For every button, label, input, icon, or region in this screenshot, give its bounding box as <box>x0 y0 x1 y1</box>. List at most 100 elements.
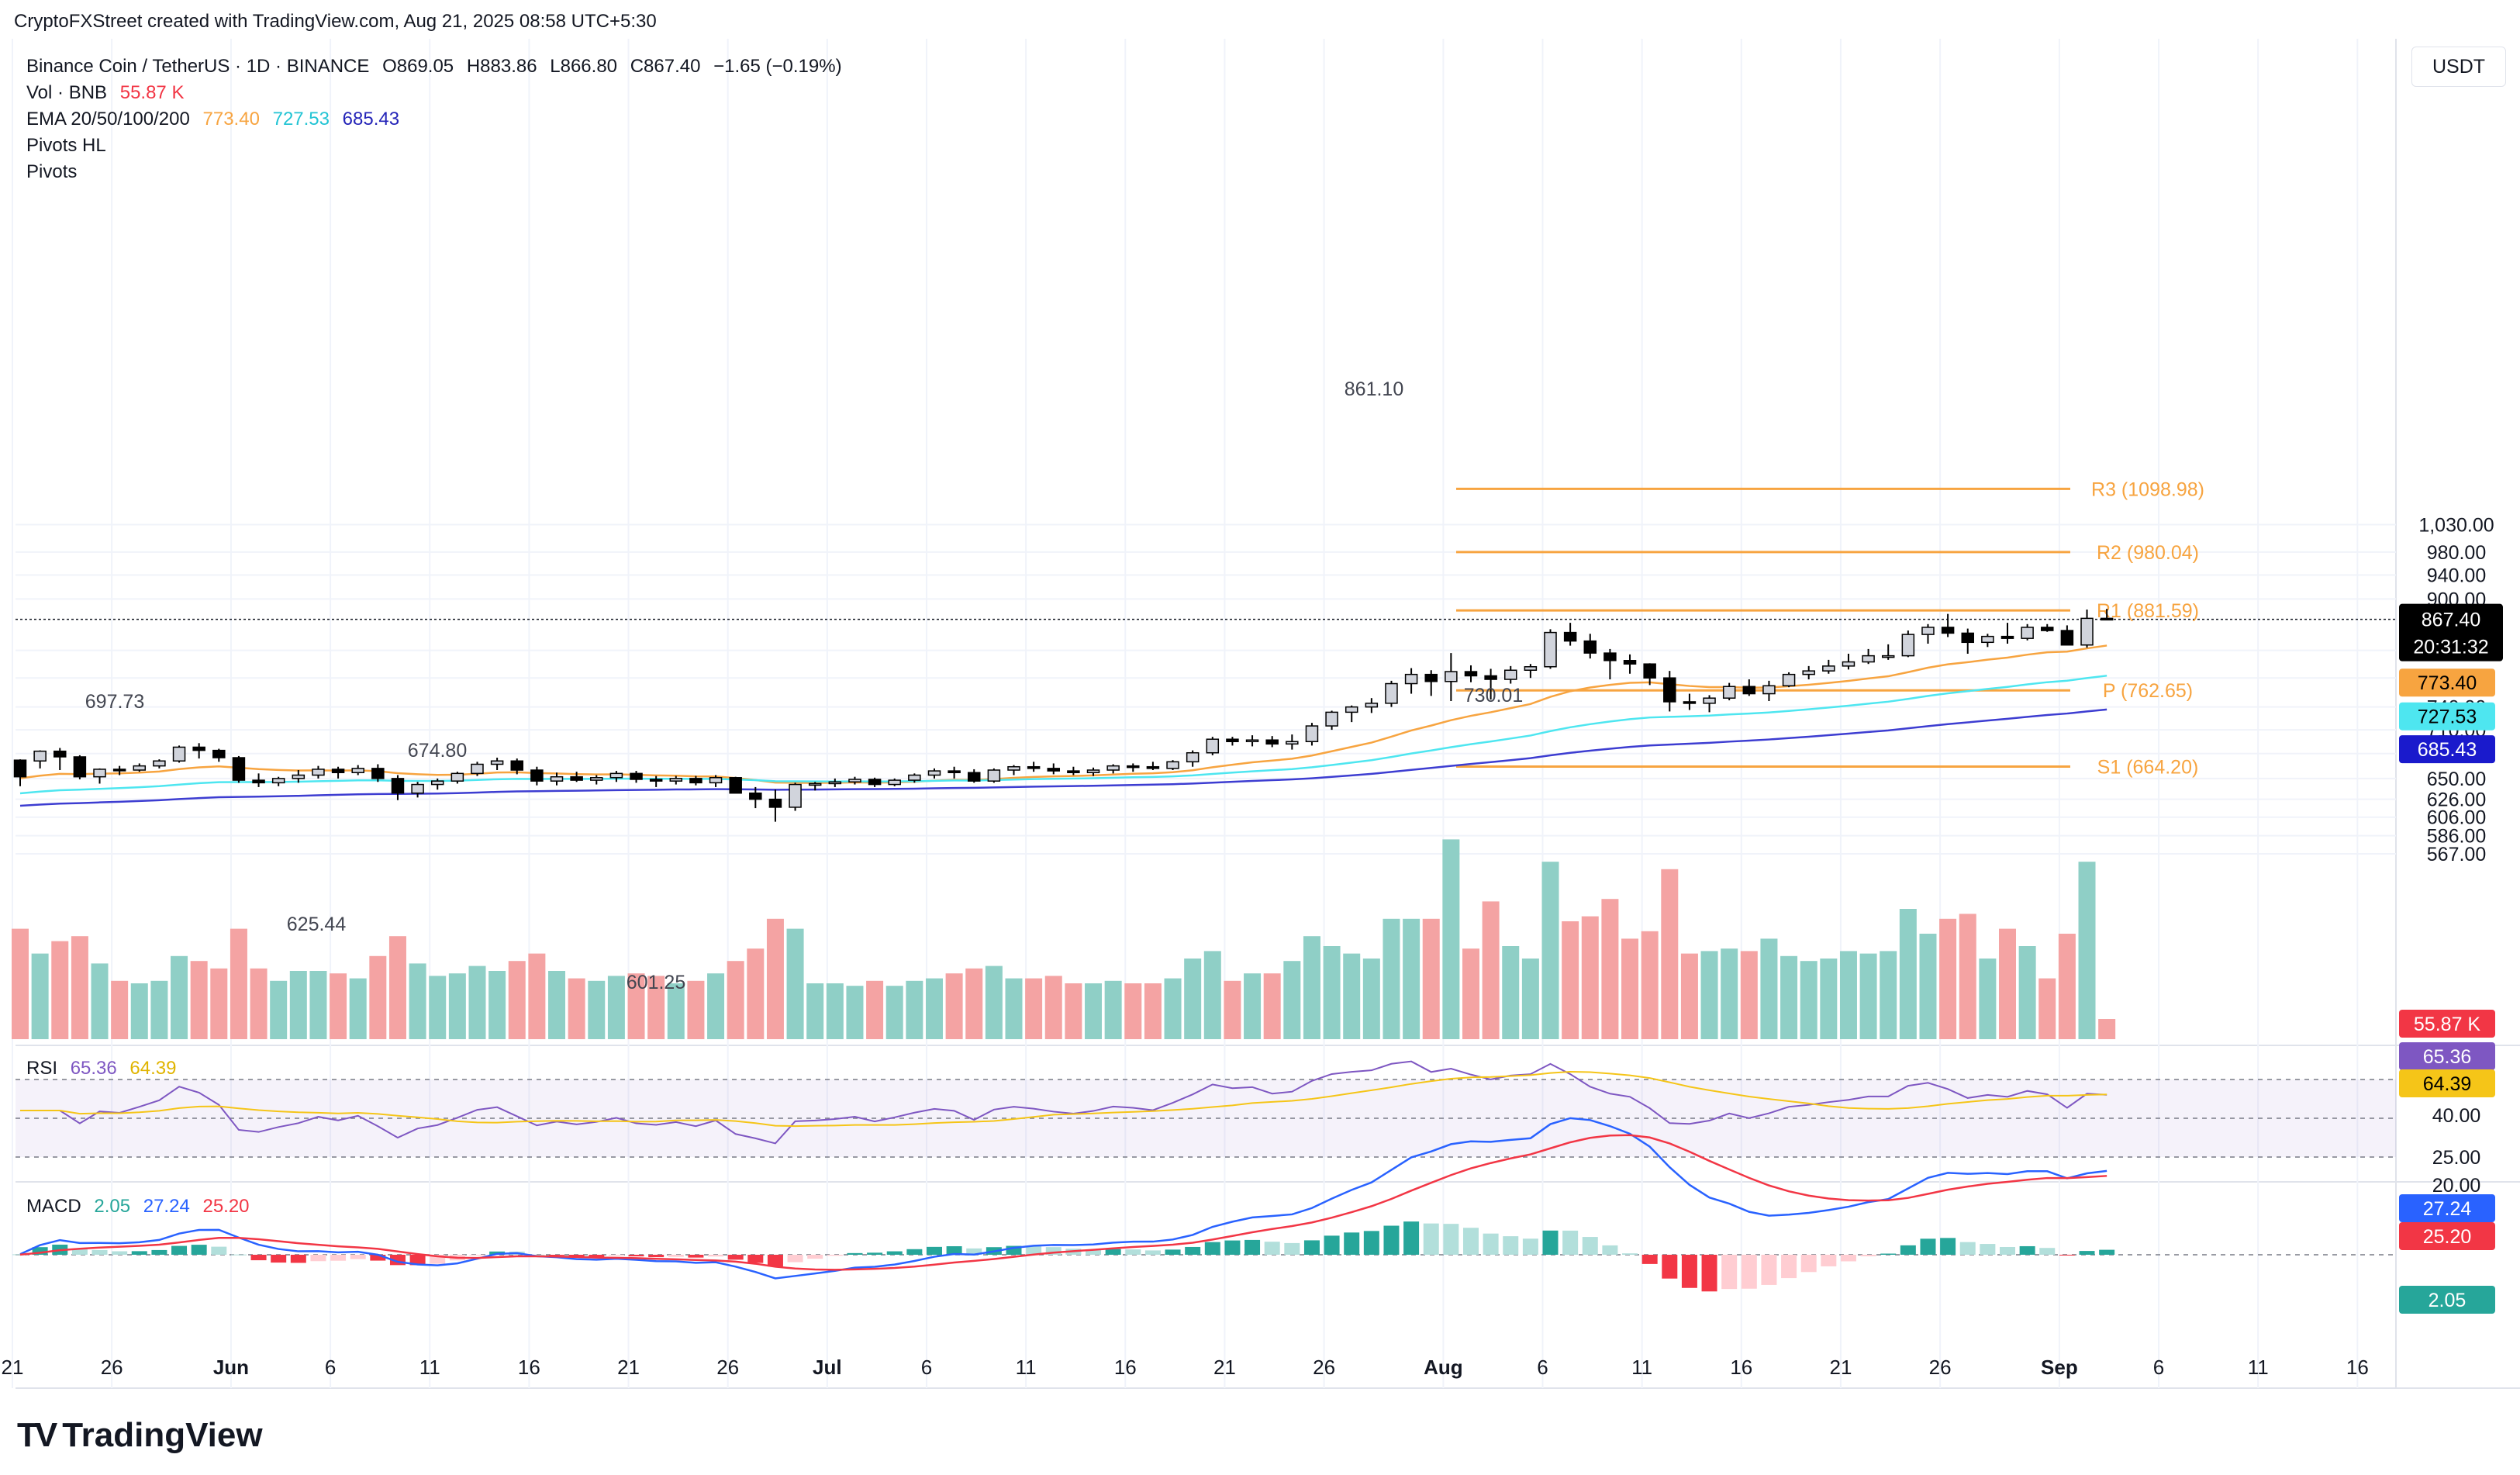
candle[interactable] <box>609 772 623 779</box>
candle[interactable] <box>112 769 126 772</box>
candle[interactable] <box>1226 738 1239 743</box>
candle[interactable] <box>630 772 643 780</box>
tradingview-logo[interactable]: TV TradingView <box>17 1416 263 1455</box>
candle[interactable] <box>1166 761 1179 769</box>
candle[interactable] <box>848 779 861 783</box>
candle[interactable] <box>987 769 1001 782</box>
candle[interactable] <box>1663 677 1676 703</box>
candle[interactable] <box>1544 631 1557 668</box>
candle[interactable] <box>2000 635 2014 639</box>
candle[interactable] <box>1762 685 1776 695</box>
candle[interactable] <box>1265 739 1279 745</box>
candle[interactable] <box>54 750 67 758</box>
candle[interactable] <box>689 778 702 784</box>
candle[interactable] <box>1603 652 1617 662</box>
candle[interactable] <box>1027 765 1041 769</box>
candle[interactable] <box>1703 697 1716 704</box>
candle[interactable] <box>212 749 226 758</box>
candle[interactable] <box>2021 627 2034 639</box>
candle[interactable] <box>1881 655 1895 658</box>
candle[interactable] <box>1802 670 1815 675</box>
candle[interactable] <box>749 792 762 800</box>
candle[interactable] <box>530 769 544 782</box>
candle[interactable] <box>1127 765 1140 769</box>
candle[interactable] <box>1782 673 1796 687</box>
candle[interactable] <box>669 778 683 782</box>
candle[interactable] <box>789 783 802 808</box>
legend-pivots[interactable]: Pivots <box>26 161 78 182</box>
candle[interactable] <box>1464 671 1478 677</box>
currency-button[interactable]: USDT <box>2411 47 2506 87</box>
candle[interactable] <box>570 775 583 781</box>
candle[interactable] <box>1067 770 1080 774</box>
candle[interactable] <box>967 772 981 782</box>
candle[interactable] <box>1047 768 1061 772</box>
candle[interactable] <box>550 775 564 782</box>
candle[interactable] <box>192 746 205 751</box>
candle[interactable] <box>351 768 364 774</box>
candle[interactable] <box>391 778 405 794</box>
candle[interactable] <box>908 774 921 781</box>
candle[interactable] <box>1325 711 1338 727</box>
symbol-name[interactable]: Binance Coin / TetherUS · 1D · BINANCE <box>26 56 370 77</box>
candle[interactable] <box>1345 706 1358 713</box>
candle[interactable] <box>430 780 444 786</box>
candle[interactable] <box>1007 765 1020 771</box>
candle[interactable] <box>948 770 961 774</box>
candle[interactable] <box>1722 686 1736 699</box>
candle[interactable] <box>1742 686 1756 695</box>
candle[interactable] <box>1842 661 1855 667</box>
candle[interactable] <box>1683 701 1697 704</box>
candle[interactable] <box>271 778 285 784</box>
candle[interactable] <box>590 777 603 781</box>
candle[interactable] <box>13 759 27 778</box>
legend-pivots-hl[interactable]: Pivots HL <box>26 135 106 156</box>
candle[interactable] <box>1365 703 1379 708</box>
candle[interactable] <box>2100 617 2114 621</box>
candle[interactable] <box>1623 660 1637 665</box>
candle[interactable] <box>1186 751 1200 763</box>
legend-volume-line[interactable]: Vol · BNB 55.87 K <box>26 82 192 104</box>
candle[interactable] <box>709 777 723 784</box>
candle[interactable] <box>1146 765 1160 769</box>
candle[interactable] <box>93 769 106 778</box>
candle[interactable] <box>1206 738 1220 754</box>
legend-ema-line[interactable]: EMA 20/50/100/200 773.40 727.53 685.43 <box>26 109 407 130</box>
candle[interactable] <box>1504 669 1517 680</box>
candle[interactable] <box>828 781 842 785</box>
candle[interactable] <box>33 750 47 762</box>
candle[interactable] <box>1961 632 1974 644</box>
candle[interactable] <box>1921 627 1935 635</box>
candle[interactable] <box>1445 671 1458 682</box>
candle[interactable] <box>1563 631 1577 642</box>
candle[interactable] <box>1941 627 1955 634</box>
candle[interactable] <box>411 783 424 794</box>
candle[interactable] <box>1106 765 1120 771</box>
candle[interactable] <box>490 760 504 765</box>
candle[interactable] <box>153 760 166 767</box>
candle[interactable] <box>331 769 345 774</box>
candle[interactable] <box>1424 673 1438 682</box>
candle[interactable] <box>927 770 941 776</box>
candle[interactable] <box>1245 739 1259 743</box>
candle[interactable] <box>292 774 306 779</box>
candle[interactable] <box>2060 630 2074 646</box>
candle[interactable] <box>729 777 742 794</box>
candle[interactable] <box>1981 635 1994 644</box>
candle[interactable] <box>1822 665 1835 672</box>
candle[interactable] <box>888 779 901 786</box>
candle[interactable] <box>868 779 882 786</box>
candle[interactable] <box>371 768 385 779</box>
candle[interactable] <box>73 756 87 778</box>
macd-legend[interactable]: MACD 2.05 27.24 25.20 <box>26 1196 257 1218</box>
candle[interactable] <box>2041 627 2054 631</box>
candle[interactable] <box>1385 682 1398 704</box>
candle[interactable] <box>1643 663 1656 679</box>
candle[interactable] <box>172 746 186 762</box>
candle[interactable] <box>1583 640 1597 654</box>
candle[interactable] <box>471 763 484 775</box>
candle[interactable] <box>1524 666 1538 671</box>
candle[interactable] <box>1404 673 1418 685</box>
candle[interactable] <box>649 779 663 782</box>
